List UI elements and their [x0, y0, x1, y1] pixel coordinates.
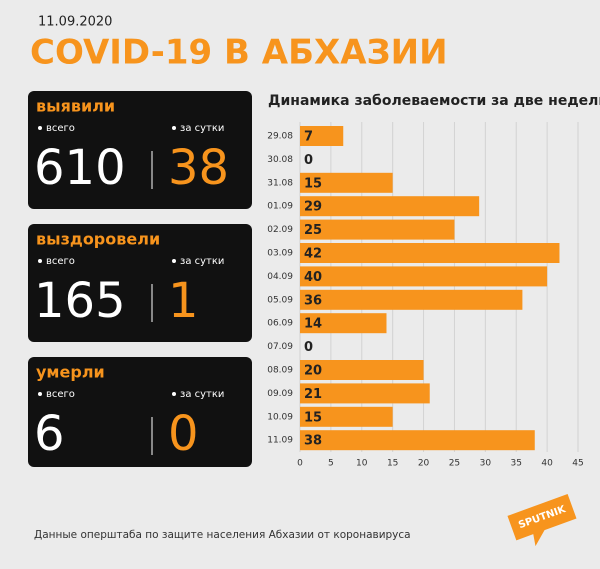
value-label: 0 — [304, 153, 313, 168]
y-tick-label: 31.08 — [267, 178, 293, 188]
daily-value: 38 — [168, 140, 229, 196]
total-label: всего — [46, 256, 75, 267]
source: Данные оперштаба по защите населения Абх… — [34, 529, 411, 541]
value-label: 7 — [304, 130, 313, 145]
bar — [300, 406, 393, 427]
value-label: 38 — [304, 434, 322, 449]
daily-label: за сутки — [180, 389, 224, 400]
x-tick-label: 15 — [387, 459, 398, 469]
title: COVID-19 В АБХАЗИИ — [30, 33, 448, 73]
stat-label: умерли — [36, 363, 105, 382]
bar — [300, 289, 523, 310]
bullet — [38, 259, 42, 263]
value-label: 29 — [304, 200, 322, 215]
bullet — [172, 126, 176, 130]
value-label: 25 — [304, 223, 322, 238]
value-label: 36 — [304, 293, 322, 308]
value-label: 15 — [304, 410, 322, 425]
stat-label: выявили — [36, 97, 115, 116]
y-tick-label: 04.09 — [267, 272, 293, 282]
x-tick-label: 20 — [418, 459, 430, 469]
stat-card — [28, 224, 252, 342]
bar — [300, 313, 387, 334]
y-tick-label: 01.09 — [267, 202, 293, 212]
y-tick-label: 29.08 — [267, 132, 293, 142]
value-label: 40 — [304, 270, 322, 285]
daily-value: 0 — [168, 406, 199, 462]
bar — [300, 360, 424, 380]
x-tick-label: 5 — [328, 459, 334, 469]
logo-group: SPUTNIK — [507, 494, 577, 547]
bar — [300, 196, 480, 217]
bar — [300, 219, 455, 240]
x-tick-label: 25 — [449, 459, 460, 469]
y-tick-label: 05.09 — [267, 295, 293, 305]
y-tick-label: 03.09 — [267, 249, 293, 259]
total-label: всего — [46, 389, 75, 400]
y-tick-label: 07.09 — [267, 342, 293, 352]
stat-label: выздоровели — [36, 230, 160, 249]
y-tick-label: 08.09 — [267, 366, 293, 376]
total-value: 165 — [34, 273, 126, 329]
bar — [300, 126, 344, 146]
x-tick-label: 30 — [480, 459, 492, 469]
bar — [300, 430, 535, 451]
bar — [300, 172, 393, 193]
y-tick-label: 30.08 — [267, 155, 293, 165]
value-label: 21 — [304, 387, 322, 402]
value-label: 20 — [304, 364, 322, 379]
daily-label: за сутки — [180, 256, 224, 267]
value-label: 15 — [304, 176, 322, 191]
chart-title: Динамика заболеваемости за две недели — [268, 93, 600, 109]
daily-value: 1 — [168, 273, 199, 329]
x-tick-label: 0 — [297, 459, 303, 469]
y-tick-label: 09.09 — [267, 389, 293, 399]
bar — [300, 266, 548, 287]
value-label: 0 — [304, 340, 313, 355]
total-label: всего — [46, 123, 75, 134]
bar — [300, 243, 560, 263]
y-tick-label: 02.09 — [267, 225, 293, 235]
bullet — [172, 392, 176, 396]
x-tick-label: 10 — [356, 459, 368, 469]
bar — [300, 383, 430, 404]
bullet — [38, 392, 42, 396]
x-tick-label: 40 — [541, 459, 553, 469]
bullet — [172, 259, 176, 263]
logo-shape — [507, 494, 577, 547]
bullet — [38, 126, 42, 130]
x-tick-label: 45 — [572, 459, 583, 469]
value-label: 42 — [304, 247, 322, 262]
total-value: 6 — [34, 406, 65, 462]
y-tick-label: 06.09 — [267, 319, 293, 329]
daily-label: за сутки — [180, 123, 224, 134]
total-value: 610 — [34, 140, 126, 196]
date: 11.09.2020 — [38, 15, 112, 30]
y-tick-label: 11.09 — [267, 436, 293, 446]
stat-card — [28, 91, 252, 209]
value-label: 14 — [304, 317, 322, 332]
stat-card — [28, 357, 252, 467]
x-tick-label: 35 — [510, 459, 521, 469]
y-tick-label: 10.09 — [267, 412, 293, 422]
